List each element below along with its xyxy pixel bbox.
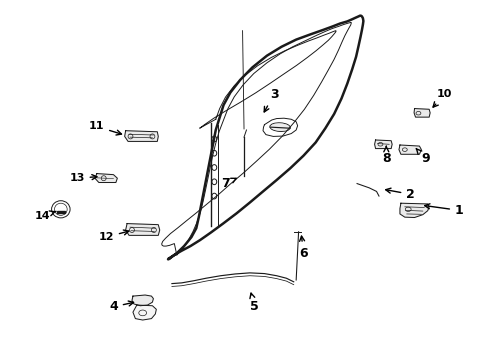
Polygon shape bbox=[57, 211, 65, 213]
Text: 6: 6 bbox=[299, 236, 308, 260]
Polygon shape bbox=[400, 203, 429, 217]
Polygon shape bbox=[374, 140, 392, 149]
Text: 4: 4 bbox=[109, 300, 134, 313]
Polygon shape bbox=[133, 305, 156, 320]
Ellipse shape bbox=[270, 123, 290, 131]
Text: 2: 2 bbox=[386, 188, 415, 201]
Text: 14: 14 bbox=[35, 211, 56, 221]
Text: 3: 3 bbox=[264, 88, 278, 112]
Text: 9: 9 bbox=[416, 149, 430, 165]
Text: 1: 1 bbox=[425, 204, 464, 217]
Text: 7: 7 bbox=[221, 177, 236, 190]
Polygon shape bbox=[399, 145, 421, 154]
Polygon shape bbox=[414, 109, 430, 117]
Polygon shape bbox=[95, 174, 117, 183]
Polygon shape bbox=[132, 295, 153, 306]
Text: 8: 8 bbox=[382, 146, 391, 165]
Text: 5: 5 bbox=[250, 293, 259, 313]
Text: 11: 11 bbox=[89, 121, 122, 135]
Polygon shape bbox=[125, 224, 160, 235]
Text: 10: 10 bbox=[433, 89, 452, 107]
Text: 13: 13 bbox=[69, 173, 97, 183]
Text: 12: 12 bbox=[98, 230, 129, 242]
Polygon shape bbox=[124, 131, 158, 141]
